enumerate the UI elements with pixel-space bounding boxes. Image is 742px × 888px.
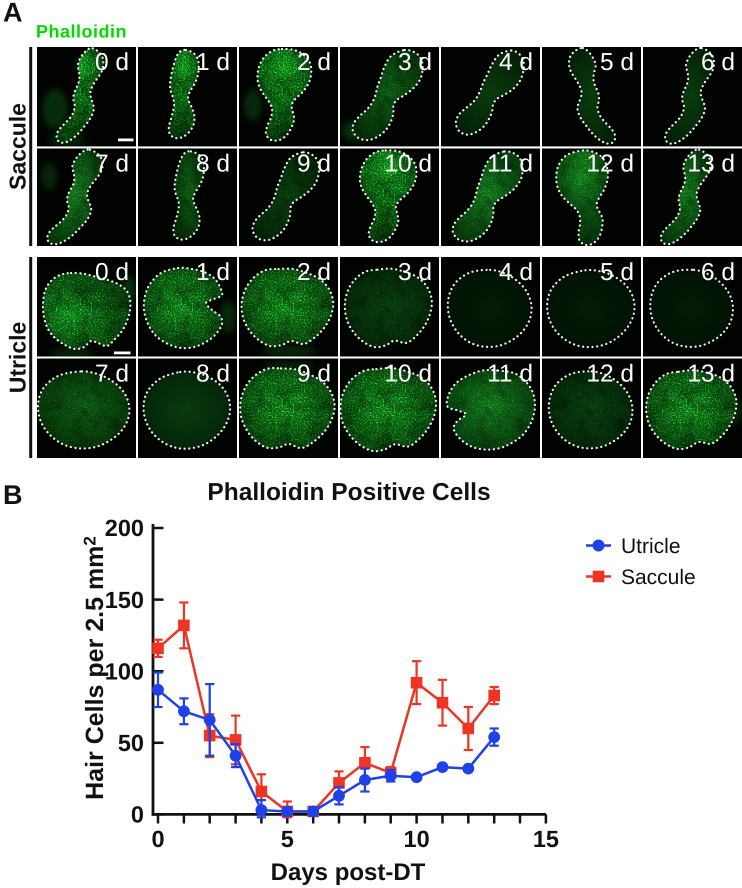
svg-text:6 d: 6 d — [701, 49, 735, 76]
svg-text:Phalloidin: Phalloidin — [36, 22, 127, 42]
svg-text:100: 100 — [105, 658, 144, 684]
svg-text:10 d: 10 d — [384, 361, 432, 388]
svg-text:4 d: 4 d — [499, 259, 533, 286]
svg-text:Saccule: Saccule — [5, 103, 31, 190]
svg-text:11 d: 11 d — [487, 361, 533, 388]
svg-text:7 d: 7 d — [95, 151, 129, 178]
svg-text:3 d: 3 d — [398, 49, 432, 76]
svg-text:3 d: 3 d — [398, 259, 432, 286]
svg-text:2 d: 2 d — [297, 259, 331, 286]
svg-text:A: A — [3, 0, 23, 28]
svg-text:B: B — [3, 480, 23, 510]
svg-text:9 d: 9 d — [297, 151, 331, 178]
svg-text:13 d: 13 d — [687, 361, 735, 388]
svg-text:5 d: 5 d — [600, 259, 634, 286]
svg-text:10 d: 10 d — [384, 151, 432, 178]
svg-text:Saccule: Saccule — [621, 566, 696, 589]
svg-text:1 d: 1 d — [196, 49, 230, 76]
svg-text:Utricle: Utricle — [5, 322, 31, 394]
svg-text:12 d: 12 d — [586, 361, 634, 388]
svg-text:5: 5 — [281, 826, 294, 852]
svg-text:0 d: 0 d — [95, 259, 129, 286]
svg-text:9 d: 9 d — [297, 361, 331, 388]
svg-text:50: 50 — [118, 730, 144, 756]
svg-text:0: 0 — [151, 826, 164, 852]
svg-text:11 d: 11 d — [487, 151, 533, 178]
svg-text:13 d: 13 d — [687, 151, 735, 178]
svg-text:15: 15 — [533, 826, 559, 852]
svg-text:7 d: 7 d — [95, 361, 129, 388]
svg-text:0 d: 0 d — [95, 49, 129, 76]
svg-text:6 d: 6 d — [701, 259, 735, 286]
svg-text:Phalloidin Positive Cells: Phalloidin Positive Cells — [207, 479, 490, 506]
svg-text:Utricle: Utricle — [621, 535, 681, 558]
svg-text:10: 10 — [404, 826, 430, 852]
svg-text:5 d: 5 d — [600, 49, 634, 76]
svg-text:4 d: 4 d — [499, 49, 533, 76]
svg-text:150: 150 — [105, 587, 144, 613]
svg-text:8 d: 8 d — [196, 151, 230, 178]
svg-text:2 d: 2 d — [297, 49, 331, 76]
svg-text:1 d: 1 d — [196, 259, 230, 286]
svg-text:12 d: 12 d — [586, 151, 634, 178]
svg-text:Days post-DT: Days post-DT — [271, 859, 426, 886]
svg-text:8 d: 8 d — [196, 361, 230, 388]
svg-text:200: 200 — [105, 515, 144, 541]
svg-text:0: 0 — [131, 802, 144, 828]
svg-text:Hair Cells per 2.5 mm2: Hair Cells per 2.5 mm2 — [81, 536, 110, 800]
